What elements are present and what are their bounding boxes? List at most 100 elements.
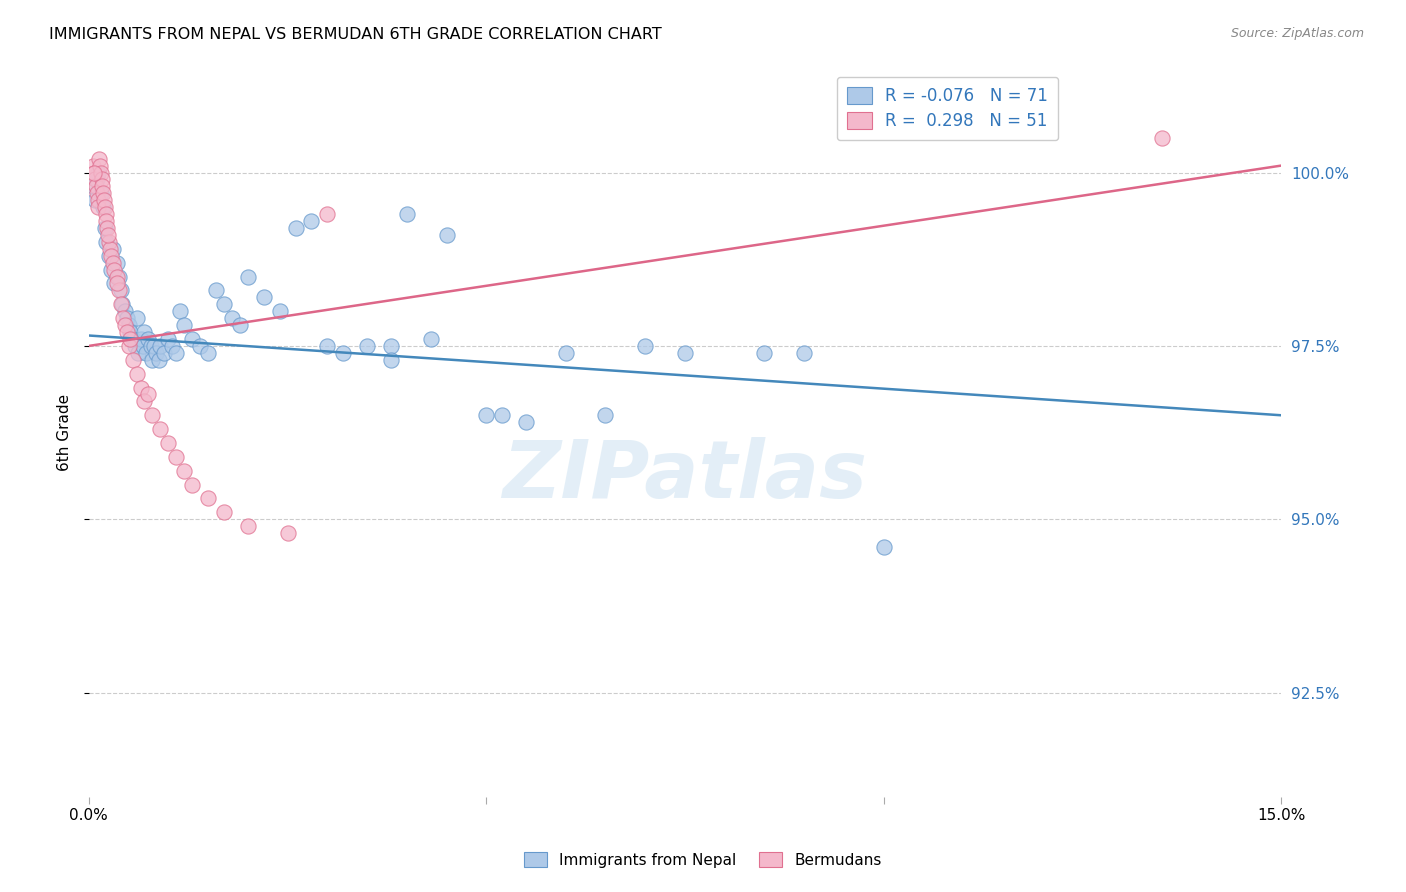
Point	[90, 186, 112, 201]
Point	[87, 165, 110, 179]
Point	[105, 256, 128, 270]
Point	[127, 346, 149, 360]
Point	[475, 409, 498, 423]
Point	[115, 311, 138, 326]
Point	[86, 186, 108, 201]
Point	[284, 221, 307, 235]
Point	[299, 214, 322, 228]
Point	[491, 409, 513, 423]
Point	[153, 346, 176, 360]
Point	[165, 450, 187, 464]
Point	[96, 235, 118, 249]
Point	[793, 346, 815, 360]
Point	[436, 227, 458, 242]
Point	[149, 339, 172, 353]
Point	[83, 165, 105, 179]
Point	[89, 159, 111, 173]
Point	[91, 179, 114, 194]
Point	[139, 339, 162, 353]
Point	[86, 194, 108, 208]
Point	[332, 346, 354, 360]
Point	[132, 339, 155, 353]
Point	[148, 352, 170, 367]
Point	[138, 387, 160, 401]
Point	[169, 304, 191, 318]
Point	[135, 346, 157, 360]
Point	[105, 269, 128, 284]
Point	[86, 172, 108, 186]
Point	[595, 409, 617, 423]
Legend: R = -0.076   N = 71, R =  0.298   N = 51: R = -0.076 N = 71, R = 0.298 N = 51	[837, 77, 1059, 140]
Point	[110, 297, 132, 311]
Point	[83, 165, 105, 179]
Point	[100, 262, 122, 277]
Point	[316, 207, 339, 221]
Point	[873, 540, 896, 554]
Point	[157, 436, 180, 450]
Point	[143, 339, 166, 353]
Text: Source: ZipAtlas.com: Source: ZipAtlas.com	[1230, 27, 1364, 40]
Point	[90, 172, 112, 186]
Point	[236, 519, 259, 533]
Point	[103, 277, 125, 291]
Y-axis label: 6th Grade: 6th Grade	[58, 394, 72, 471]
Point	[205, 284, 228, 298]
Point	[138, 332, 160, 346]
Point	[114, 304, 136, 318]
Point	[93, 194, 115, 208]
Point	[145, 346, 167, 360]
Text: IMMIGRANTS FROM NEPAL VS BERMUDAN 6TH GRADE CORRELATION CHART: IMMIGRANTS FROM NEPAL VS BERMUDAN 6TH GR…	[49, 27, 662, 42]
Point	[115, 325, 138, 339]
Point	[93, 221, 115, 235]
Point	[97, 249, 120, 263]
Point	[316, 339, 339, 353]
Point	[108, 269, 131, 284]
Point	[121, 332, 143, 346]
Point	[94, 207, 117, 221]
Point	[221, 311, 243, 326]
Point	[84, 194, 107, 208]
Point	[111, 297, 134, 311]
Point	[98, 242, 121, 256]
Point	[134, 394, 156, 409]
Point	[419, 332, 441, 346]
Point	[91, 186, 114, 201]
Point	[84, 172, 107, 186]
Point	[277, 526, 299, 541]
Point	[82, 179, 104, 194]
Point	[212, 297, 235, 311]
Point	[107, 277, 129, 291]
Point	[111, 311, 134, 326]
Point	[97, 235, 120, 249]
Point	[129, 332, 152, 346]
Point	[100, 249, 122, 263]
Point	[124, 339, 146, 353]
Point	[141, 352, 163, 367]
Point	[197, 346, 219, 360]
Point	[97, 227, 120, 242]
Point	[110, 284, 132, 298]
Point	[93, 200, 115, 214]
Point	[101, 256, 124, 270]
Point	[120, 325, 142, 339]
Point	[125, 367, 148, 381]
Point	[395, 207, 418, 221]
Point	[121, 352, 143, 367]
Point	[125, 311, 148, 326]
Point	[96, 221, 118, 235]
Point	[134, 325, 156, 339]
Point	[173, 464, 195, 478]
Point	[188, 339, 211, 353]
Point	[181, 477, 204, 491]
Point	[269, 304, 291, 318]
Point	[673, 346, 696, 360]
Point	[96, 214, 118, 228]
Point	[554, 346, 576, 360]
Point	[1150, 131, 1173, 145]
Point	[89, 152, 111, 166]
Point	[117, 339, 139, 353]
Point	[84, 179, 107, 194]
Point	[356, 339, 378, 353]
Point	[380, 352, 402, 367]
Point	[197, 491, 219, 506]
